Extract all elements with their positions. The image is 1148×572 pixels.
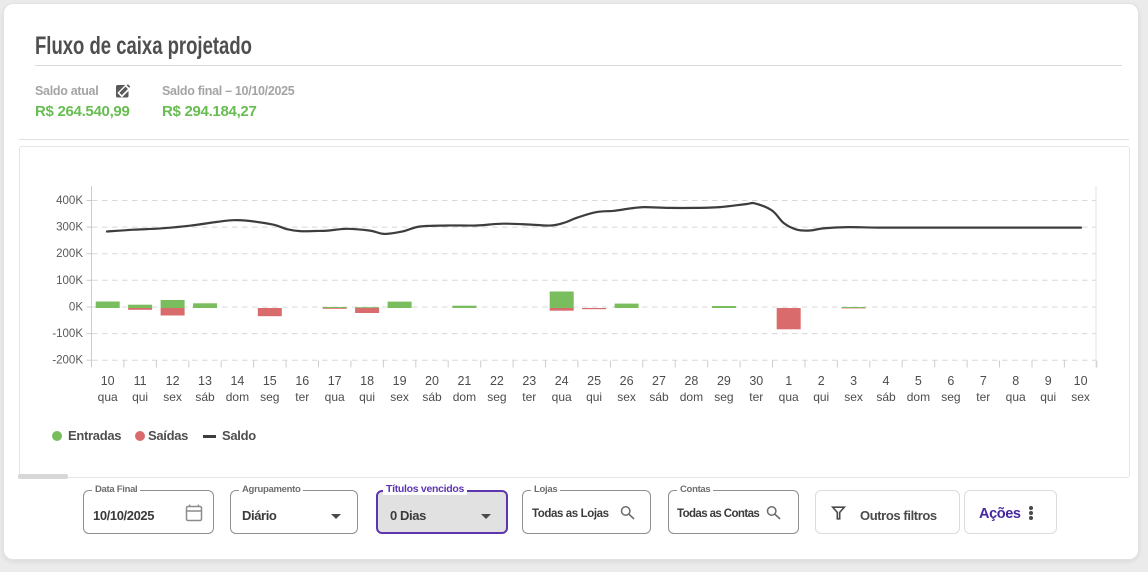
svg-text:seg: seg	[714, 390, 733, 404]
svg-text:sex: sex	[390, 390, 409, 404]
svg-text:24: 24	[555, 374, 569, 388]
svg-text:8: 8	[1012, 374, 1019, 388]
svg-text:28: 28	[684, 374, 698, 388]
svg-text:10: 10	[1074, 374, 1088, 388]
svg-text:20: 20	[425, 374, 439, 388]
svg-text:ter: ter	[749, 390, 763, 404]
svg-text:400K: 400K	[56, 195, 83, 207]
svg-text:seg: seg	[487, 390, 506, 404]
svg-text:1: 1	[785, 374, 792, 388]
svg-text:200K: 200K	[56, 248, 83, 260]
svg-text:sáb: sáb	[422, 390, 442, 404]
svg-text:14: 14	[230, 374, 244, 388]
svg-text:6: 6	[947, 374, 954, 388]
svg-text:qua: qua	[325, 390, 345, 404]
svg-text:29: 29	[717, 374, 731, 388]
svg-text:9: 9	[1045, 374, 1052, 388]
svg-text:sex: sex	[844, 390, 863, 404]
svg-text:ter: ter	[295, 390, 309, 404]
svg-text:dom: dom	[680, 390, 703, 404]
svg-text:sex: sex	[163, 390, 182, 404]
svg-text:25: 25	[587, 374, 601, 388]
svg-text:qui: qui	[586, 390, 602, 404]
svg-text:-100K: -100K	[52, 328, 83, 340]
svg-text:qui: qui	[1040, 390, 1056, 404]
svg-text:13: 13	[198, 374, 212, 388]
svg-text:30: 30	[749, 374, 763, 388]
svg-text:qua: qua	[552, 390, 572, 404]
svg-text:4: 4	[883, 374, 890, 388]
svg-text:sáb: sáb	[195, 390, 215, 404]
svg-text:12: 12	[166, 374, 180, 388]
svg-text:qui: qui	[359, 390, 375, 404]
svg-text:22: 22	[490, 374, 504, 388]
svg-text:21: 21	[457, 374, 471, 388]
svg-text:3: 3	[850, 374, 857, 388]
svg-text:sáb: sáb	[876, 390, 896, 404]
svg-text:0K: 0K	[69, 302, 83, 314]
svg-text:sex: sex	[1071, 390, 1090, 404]
svg-text:sex: sex	[617, 390, 636, 404]
svg-text:dom: dom	[907, 390, 930, 404]
svg-text:dom: dom	[453, 390, 476, 404]
svg-text:ter: ter	[976, 390, 990, 404]
svg-text:seg: seg	[260, 390, 279, 404]
svg-text:qui: qui	[813, 390, 829, 404]
svg-text:sáb: sáb	[649, 390, 669, 404]
svg-text:300K: 300K	[56, 222, 83, 234]
svg-text:qui: qui	[132, 390, 148, 404]
svg-text:qua: qua	[1006, 390, 1026, 404]
svg-text:-200K: -200K	[52, 355, 83, 367]
svg-text:2: 2	[818, 374, 825, 388]
svg-text:5: 5	[915, 374, 922, 388]
svg-text:11: 11	[134, 374, 147, 388]
svg-text:26: 26	[620, 374, 634, 388]
svg-text:17: 17	[328, 374, 342, 388]
svg-text:10: 10	[101, 374, 115, 388]
svg-text:dom: dom	[226, 390, 249, 404]
svg-text:ter: ter	[522, 390, 536, 404]
svg-text:seg: seg	[941, 390, 960, 404]
svg-text:23: 23	[522, 374, 536, 388]
svg-text:7: 7	[980, 374, 987, 388]
svg-text:18: 18	[360, 374, 374, 388]
svg-text:16: 16	[295, 374, 309, 388]
svg-text:qua: qua	[98, 390, 118, 404]
svg-text:19: 19	[393, 374, 407, 388]
svg-text:qua: qua	[779, 390, 799, 404]
svg-text:27: 27	[652, 374, 666, 388]
svg-text:15: 15	[263, 374, 277, 388]
svg-text:100K: 100K	[56, 275, 83, 287]
